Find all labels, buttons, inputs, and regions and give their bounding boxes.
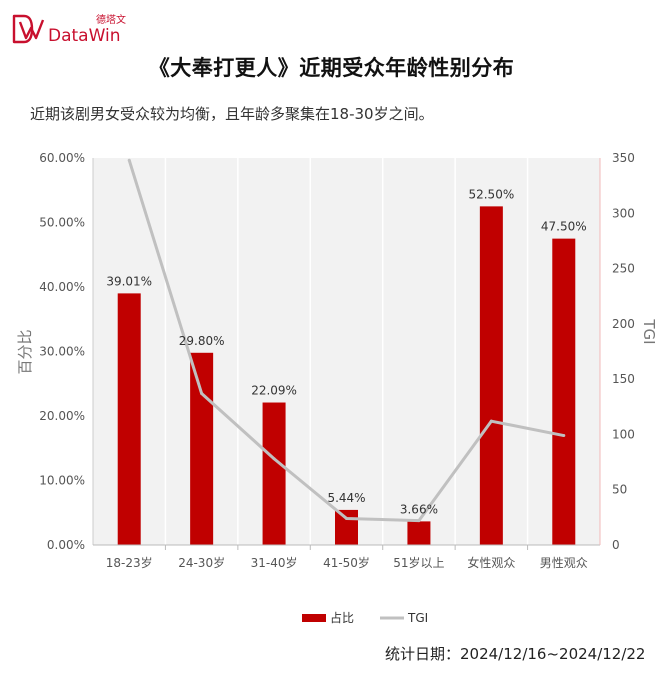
tgi-point [417,519,421,523]
tgi-point [489,419,493,423]
legend: 占比 TGI [302,610,428,625]
y2-tick-label: 250 [612,262,635,276]
y2-tick-label: 0 [612,538,620,552]
x-tick-label: 女性观众 [467,555,515,570]
bar [190,352,214,545]
brand-name: DataWin [48,26,121,46]
y2-tick-label: 150 [612,372,635,386]
tgi-point [562,434,566,438]
bar-value-label: 39.01% [106,274,152,288]
y-tick-label: 10.00% [39,474,85,488]
bar-value-label: 29.80% [179,334,225,348]
tgi-point [345,516,348,520]
bar-value-label: 47.50% [541,220,587,234]
bar [479,206,503,545]
bar [335,509,358,545]
chart: 39.01% 29.80% 22.09% 5.44% 3.66% 52.50% 47.50%… [16,151,658,625]
tgi-point [200,392,204,396]
legend-label-bar: 占比 [330,610,354,625]
bar [262,402,286,545]
bar-value-label: 52.50% [468,187,514,201]
y2-axis-title: TGI [640,318,658,344]
y-tick-label: 30.00% [39,345,85,359]
y2-tick-label: 350 [612,151,635,165]
page-title: 《大奉打更人》近期受众年龄性别分布 [148,56,515,80]
y-tick-label: 40.00% [39,280,85,294]
x-tick-label: 51岁以上 [393,555,444,570]
bar [117,293,141,545]
brand-tag: 德塔文 [96,13,126,26]
stat-date: 统计日期：2024/12/16~2024/12/22 [385,645,646,663]
legend-label-line: TGI [407,611,428,625]
x-tick-label: 31-40岁 [251,555,298,570]
bar [407,521,431,545]
y2-tick-label: 300 [612,206,635,220]
legend-swatch-bar [302,614,326,622]
datawin-logo: 德塔文 DataWin [12,13,126,46]
bar [552,238,576,545]
plot-background [93,158,600,545]
bar-value-label: 3.66% [400,502,438,516]
y-tick-label: 50.00% [39,216,85,230]
y2-tick-label: 200 [612,317,635,331]
tgi-point [272,457,276,461]
bar-value-label: 22.09% [251,384,297,398]
x-tick-label: 男性观众 [540,556,588,570]
y-tick-label: 60.00% [39,151,85,165]
y-tick-label: 20.00% [39,409,85,423]
x-tick-label: 41-50岁 [323,555,370,570]
x-tick-label: 18-23岁 [106,555,153,570]
y-axis-title: 百分比 [16,329,34,374]
x-tick-label: 24-30岁 [178,555,225,570]
y-tick-label: 0.00% [47,538,85,552]
page-subtitle: 近期该剧男女受众较为均衡，且年龄多聚集在18-30岁之间。 [30,105,434,123]
y2-tick-label: 50 [612,483,627,497]
logo-mark-icon [12,14,45,44]
y2-tick-label: 100 [612,427,635,441]
bar-value-label: 5.44% [327,491,365,505]
tgi-point [127,158,131,162]
